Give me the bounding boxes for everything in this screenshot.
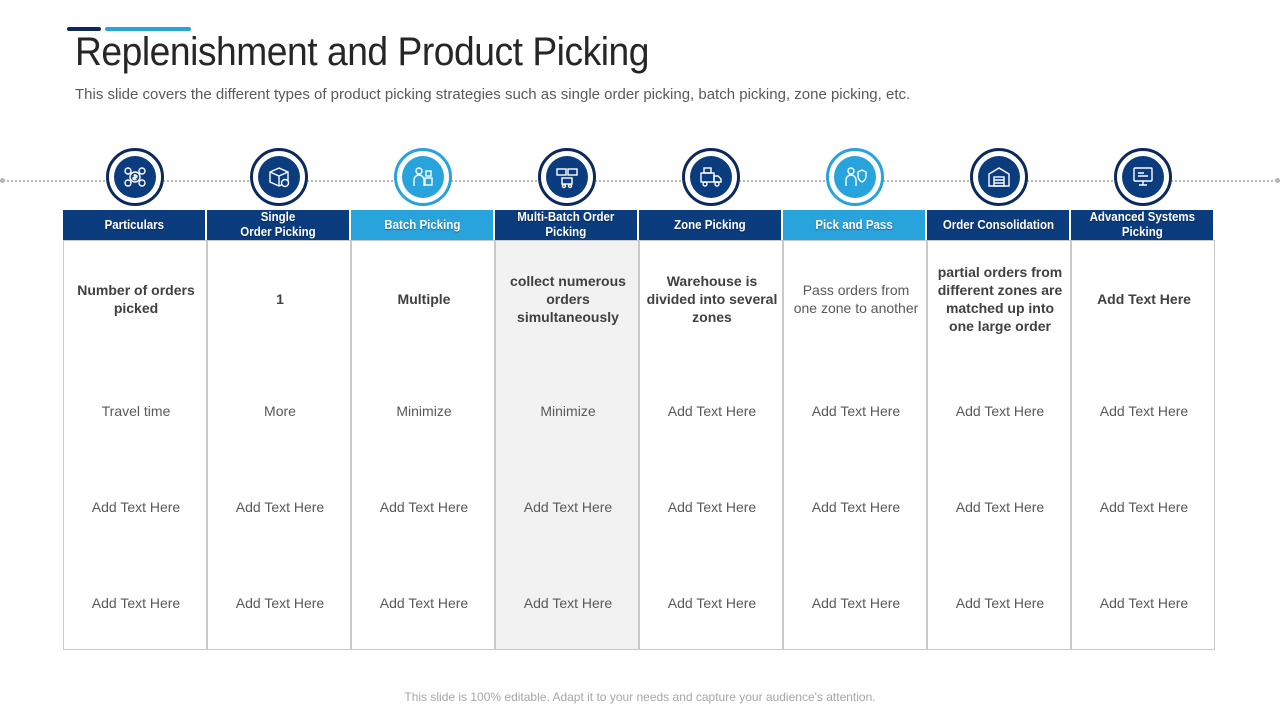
- column-header: Multi-Batch Order Picking: [495, 210, 637, 240]
- table-cell: Add Text Here: [1097, 291, 1191, 307]
- table-cell: Add Text Here: [235, 595, 325, 611]
- table-cell: Add Text Here: [379, 499, 469, 515]
- table-cell: Travel time: [101, 403, 171, 419]
- table-cell: Warehouse is divided into several zones: [646, 273, 778, 325]
- column-single-order-picking: Single Order Picking 1 More Add Text Her…: [207, 148, 351, 650]
- column-header: Batch Picking: [351, 210, 493, 240]
- footer-note: This slide is 100% editable. Adapt it to…: [404, 690, 876, 704]
- delivery-truck-icon: [700, 167, 722, 187]
- package-box-icon: [269, 167, 290, 188]
- icon-badge: [106, 148, 164, 206]
- table-cell: Add Text Here: [667, 403, 757, 419]
- icon-badge: [1114, 148, 1172, 206]
- table-cell: Add Text Here: [523, 499, 613, 515]
- column-header: Order Consolidation: [927, 210, 1069, 240]
- table-cell: 1: [276, 291, 284, 307]
- table-cell: Multiple: [397, 291, 451, 307]
- column-zone-picking: Zone Picking Warehouse is divided into s…: [639, 148, 783, 650]
- page-title: Replenishment and Product Picking: [75, 30, 649, 74]
- column-particulars: Particulars Number of orders picked Trav…: [63, 148, 207, 650]
- column-body: Warehouse is divided into several zones …: [639, 240, 783, 650]
- column-header: Zone Picking: [639, 210, 781, 240]
- table-cell: Pass orders from one zone to another: [793, 282, 919, 316]
- table-cell: Add Text Here: [523, 595, 613, 611]
- icon-badge: [538, 148, 596, 206]
- table-cell: Add Text Here: [955, 595, 1045, 611]
- column-body: Pass orders from one zone to another Add…: [783, 240, 927, 650]
- column-body: Number of orders picked Travel time Add …: [63, 240, 207, 650]
- table-cell: Add Text Here: [1099, 403, 1189, 419]
- page-subtitle: This slide covers the different types of…: [75, 86, 911, 103]
- icon-badge: [394, 148, 452, 206]
- timeline-dotted-line: [0, 180, 1280, 182]
- computer-system-icon: [1133, 167, 1153, 186]
- column-body: partial orders from different zones are …: [927, 240, 1071, 650]
- table-cell: Add Text Here: [379, 595, 469, 611]
- worker-boxes-icon: [413, 167, 433, 186]
- column-body: 1 More Add Text Here Add Text Here: [207, 240, 351, 650]
- table-cell: More: [264, 403, 296, 419]
- table-cell: Add Text Here: [91, 499, 181, 515]
- table-cell: partial orders from different zones are …: [937, 264, 1063, 334]
- column-body: collect numerous orders simultaneously M…: [495, 240, 639, 650]
- stacked-trucks-icon: [556, 168, 578, 189]
- timeline-dot-left: [0, 178, 5, 183]
- icon-badge: [970, 148, 1028, 206]
- table-cell: collect numerous orders simultaneously: [510, 273, 626, 325]
- column-body: Multiple Minimize Add Text Here Add Text…: [351, 240, 495, 650]
- icon-badge: [250, 148, 308, 206]
- column-batch-picking: Batch Picking Multiple Minimize Add Text…: [351, 148, 495, 650]
- accent-bar-dark: [67, 27, 101, 31]
- table-cell: Add Text Here: [667, 499, 757, 515]
- table-cell: Add Text Here: [955, 403, 1045, 419]
- accent-bar-light: [105, 27, 191, 31]
- table-cell: Add Text Here: [1099, 499, 1189, 515]
- column-body: Add Text Here Add Text Here Add Text Her…: [1071, 240, 1215, 650]
- table-cell: Minimize: [396, 403, 452, 419]
- column-header: Particulars: [63, 210, 205, 240]
- money-gears-icon: [124, 167, 146, 187]
- table-cell: Add Text Here: [955, 499, 1045, 515]
- timeline-dot-right: [1275, 178, 1280, 183]
- worker-shield-icon: [845, 167, 867, 186]
- column-pick-and-pass: Pick and Pass Pass orders from one zone …: [783, 148, 927, 650]
- warehouse-icon: [988, 167, 1010, 187]
- table-cell: Add Text Here: [667, 595, 757, 611]
- table-cell: Number of orders picked: [77, 282, 195, 316]
- table-cell: Minimize: [540, 403, 596, 419]
- column-advanced-systems-picking: Advanced Systems Picking Add Text Here A…: [1071, 148, 1215, 650]
- column-header: Pick and Pass: [783, 210, 925, 240]
- column-order-consolidation: Order Consolidation partial orders from …: [927, 148, 1071, 650]
- column-header: Single Order Picking: [207, 210, 349, 240]
- table-cell: Add Text Here: [91, 595, 181, 611]
- table-cell: Add Text Here: [811, 403, 901, 419]
- icon-badge: [682, 148, 740, 206]
- table-cell: Add Text Here: [811, 499, 901, 515]
- column-header: Advanced Systems Picking: [1071, 210, 1213, 240]
- column-multi-batch-order-picking: Multi-Batch Order Picking collect numero…: [495, 148, 639, 650]
- table-cell: Add Text Here: [235, 499, 325, 515]
- icon-badge: [826, 148, 884, 206]
- table-cell: Add Text Here: [811, 595, 901, 611]
- table-cell: Add Text Here: [1099, 595, 1189, 611]
